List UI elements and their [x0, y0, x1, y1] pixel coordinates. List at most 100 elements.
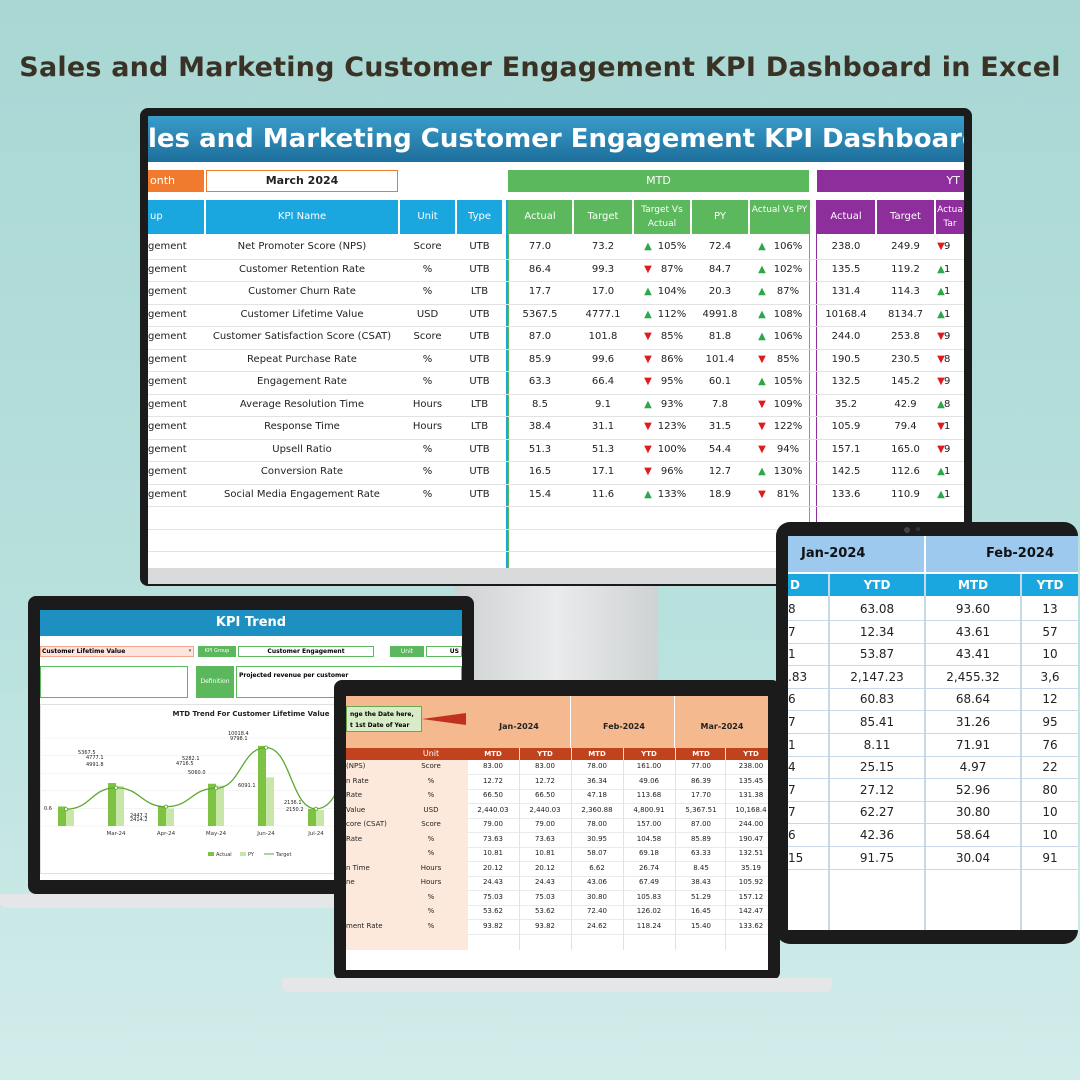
- row-divider: [788, 868, 1078, 870]
- row-value: 78.00: [586, 762, 608, 770]
- row-divider: [468, 832, 768, 833]
- row-ya-cell: 35.2: [834, 398, 858, 410]
- up-arrow-icon: ▲: [758, 308, 766, 320]
- column-divider: [571, 748, 572, 950]
- x-tick-label: Apr-24: [157, 831, 176, 837]
- row-name: Value: [346, 805, 366, 814]
- note-pointer: [422, 713, 466, 725]
- py-bar: [216, 785, 224, 826]
- tablet-cell: 25.15: [859, 760, 895, 775]
- row-yt-cell: 165.0: [891, 443, 920, 455]
- tablet-cell: 10: [1042, 805, 1058, 820]
- laptop-front-screen: nge the Date here, t 1st Date of Year Ja…: [346, 696, 768, 970]
- row-value: 83.00: [482, 762, 504, 770]
- row-value: 244.00: [738, 820, 764, 828]
- row-ya-cell: 105.9: [831, 421, 861, 432]
- column-divider: [675, 748, 676, 950]
- row-unit-cell: Hours: [412, 421, 443, 432]
- row-ya-cell: 157.1: [831, 443, 861, 455]
- down-arrow-icon: ▼: [758, 443, 766, 455]
- row-group-cell: gement: [148, 286, 187, 297]
- row-unit: Hours: [420, 863, 442, 872]
- data-label: 4777.1: [86, 755, 104, 761]
- row-py-cell: 84.7: [708, 263, 732, 275]
- x-tick-label: Jun-24: [256, 831, 275, 837]
- actual-bar: [258, 745, 266, 826]
- monitor-screen: les and Marketing Customer Engagement KP…: [148, 116, 964, 578]
- row-divider: [468, 933, 768, 935]
- row-value: 26.74: [638, 863, 660, 872]
- row-value: 78.00: [586, 820, 608, 828]
- down-arrow-icon: ▼: [644, 263, 652, 275]
- row-value: 118.24: [636, 921, 662, 930]
- row-unit-cell: Score: [413, 331, 442, 342]
- row-unit: Score: [421, 762, 441, 770]
- row-yp-cell: 9: [944, 443, 951, 455]
- tablet-cell: 22: [1042, 760, 1058, 775]
- legend-swatch: [208, 852, 214, 856]
- row-tva-cell: 86%: [660, 353, 684, 365]
- tablet-cell: 31.26: [955, 715, 991, 729]
- col-header-unit: Unit: [400, 200, 455, 234]
- page-headline: Sales and Marketing Customer Engagement …: [19, 52, 1061, 83]
- row-name: Rate: [346, 834, 363, 843]
- row-value: 86.39: [690, 776, 712, 785]
- row-value: 190.47: [738, 834, 764, 843]
- row-value: 161.00: [636, 762, 662, 770]
- row-value: 132.51: [738, 849, 764, 857]
- data-label: 2447.2: [130, 813, 148, 819]
- row-unit: %: [427, 849, 435, 857]
- row-yt-cell: 253.8: [891, 331, 920, 342]
- unit-value: US: [426, 646, 462, 657]
- row-yp-cell: 1: [944, 308, 951, 320]
- down-arrow-icon: ▼: [937, 443, 945, 455]
- data-label: 6091.1: [238, 783, 256, 789]
- row-actual-cell: 16.5: [528, 466, 552, 477]
- row-kpi-cell: Customer Churn Rate: [248, 286, 356, 297]
- row-unit: %: [427, 907, 435, 915]
- row-target-cell: 73.2: [591, 241, 615, 252]
- row-unit-cell: USD: [416, 308, 439, 320]
- row-name: core (CSAT): [346, 820, 387, 828]
- row-type-cell: UTB: [469, 241, 490, 252]
- row-name: n Time: [346, 863, 370, 872]
- row-py-cell: 12.7: [708, 466, 732, 477]
- row-divider: [148, 303, 964, 305]
- row-actual-cell: 86.4: [528, 263, 552, 275]
- kpi-select[interactable]: Customer Lifetime Value: [40, 646, 194, 657]
- row-group-cell: gement: [148, 443, 187, 455]
- row-kpi-cell: Social Media Engagement Rate: [224, 488, 380, 500]
- row-kpi-cell: Average Resolution Time: [239, 398, 365, 410]
- row-type-cell: UTB: [469, 488, 490, 500]
- row-yp-cell: 1: [944, 286, 951, 297]
- row-value: 69.18: [638, 849, 660, 857]
- row-target-cell: 66.4: [591, 376, 615, 387]
- kpi-select-dropdown[interactable]: ▾: [188, 648, 192, 654]
- sub-header-mtd: MTD: [588, 750, 606, 758]
- row-value: 4,800.91: [633, 805, 665, 814]
- tablet-cell: 10: [1042, 647, 1058, 662]
- row-group-cell: gement: [148, 331, 187, 342]
- tablet-cell: 10: [1042, 828, 1058, 842]
- py-bar: [66, 810, 74, 826]
- row-unit: USD: [423, 805, 439, 814]
- name-col-shade: [346, 760, 468, 950]
- row-value: 15.40: [690, 921, 712, 930]
- row-unit-cell: %: [422, 488, 433, 500]
- row-unit-cell: %: [422, 263, 433, 275]
- tablet-cell: 43.61: [955, 624, 991, 639]
- row-value: 73.63: [534, 834, 556, 843]
- row-py-cell: 101.4: [705, 353, 735, 365]
- tablet-cell: 15: [788, 850, 804, 865]
- legend-label: Actual: [216, 852, 232, 858]
- month-select[interactable]: March 2024: [206, 170, 398, 192]
- col-header-actual: Actual: [508, 200, 572, 234]
- down-arrow-icon: ▼: [644, 466, 652, 477]
- x-tick-label: Jul-24: [307, 831, 324, 837]
- row-unit-cell: %: [422, 443, 433, 455]
- mtd-box-left: [508, 200, 509, 570]
- row-value: 38.43: [690, 878, 712, 886]
- target-point: [313, 806, 318, 811]
- data-label: 0.6: [44, 806, 52, 812]
- ytd-box-left: [816, 200, 817, 570]
